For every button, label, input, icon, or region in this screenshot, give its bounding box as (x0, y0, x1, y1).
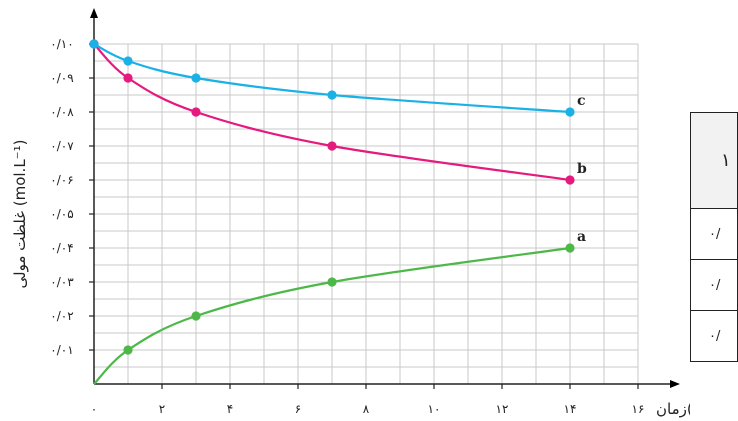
y-axis-arrow (90, 8, 98, 18)
series-label-c: c (577, 93, 586, 109)
x-tick-label: ۱۰ (428, 402, 441, 416)
y-tick-label: ۰/۰۵ (50, 207, 73, 221)
data-point-b (191, 107, 201, 117)
x-tick-labels: ۰ ۲ ۴ ۶ ۸ ۱۰ ۱۲ ۱۴ ۱۶ (91, 384, 645, 416)
x-axis-title: زمان(h) (656, 400, 690, 418)
grid (94, 43, 639, 384)
data-point-c (89, 39, 99, 49)
x-axis-arrow (670, 380, 680, 388)
side-table-cell: ۰/ (690, 259, 738, 311)
y-tick-label: ۰/۰۶ (50, 173, 73, 187)
data-point-a (123, 345, 133, 355)
side-table-cell: ۰/ (690, 310, 738, 362)
data-point-c (327, 90, 337, 100)
series-points (89, 39, 575, 355)
data-point-b (123, 73, 133, 83)
data-point-c (191, 73, 201, 83)
data-point-b (565, 175, 575, 185)
concentration-time-chart: ۰ ۲ ۴ ۶ ۸ ۱۰ ۱۲ ۱۴ ۱۶ ۰/۰۱۰/۰۲۰/۰۳۰/۰۴۰/۰۵۰/۰۶۰/… (11, 8, 690, 418)
series-label-a: a (577, 229, 586, 245)
y-tick-label: ۰/۰۷ (50, 139, 74, 153)
x-tick-label: ۸ (363, 402, 370, 416)
y-tick-label: ۰/۰۹ (50, 71, 73, 85)
y-tick-labels: ۰/۰۱ ۰/۰۲ ۰/۰۳ ۰/۰۴ ۰/۰۵ ۰/۰۶ ۰/۰۷ ۰/۰۸ ۰/۰۹ ۰/۱۰ (50, 37, 94, 357)
series-label-b: b (577, 161, 587, 177)
x-tick-label: ۱۶ (632, 402, 645, 416)
y-tick-label: ۰/۱۰ (50, 37, 73, 51)
y-axis-title: غلظت مولی (mol.L⁻¹) (11, 140, 29, 289)
y-tick-label: ۰/۰۴ (50, 241, 73, 255)
side-table: ۱ ۰/ ۰/ ۰/ (690, 112, 738, 362)
x-tick-label: ۴ (227, 402, 233, 416)
y-tick-label: ۰/۰۱ (50, 343, 73, 357)
x-tick-label: ۲ (159, 402, 165, 416)
x-tick-label: ۰ (91, 402, 97, 416)
side-table-header: ۱ (690, 112, 738, 209)
data-point-a (191, 311, 201, 321)
data-point-c (123, 56, 133, 66)
data-point-b (327, 141, 337, 151)
x-tick-label: ۱۲ (496, 402, 509, 416)
data-point-a (327, 277, 337, 287)
data-point-c (565, 107, 575, 117)
axes (90, 8, 680, 388)
x-tick-label: ۶ (295, 402, 301, 416)
y-tick-label: ۰/۰۲ (50, 309, 73, 323)
y-tick-label: ۰/۰۳ (50, 275, 74, 289)
side-table-cell: ۰/ (690, 208, 738, 260)
x-tick-label: ۱۴ (564, 402, 577, 416)
data-point-a (565, 243, 575, 253)
y-tick-label: ۰/۰۸ (50, 105, 74, 119)
series-labels: a b c (577, 93, 587, 245)
